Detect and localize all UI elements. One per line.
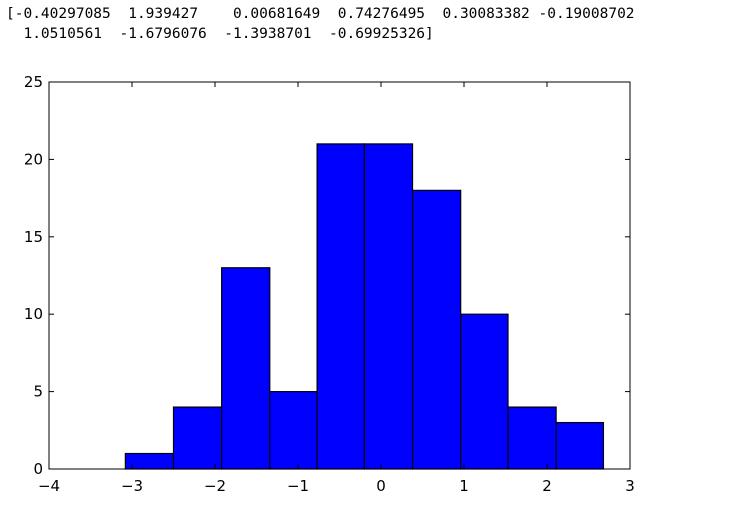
y-tick-label: 5 xyxy=(33,383,43,401)
y-tick-label: 0 xyxy=(33,460,43,478)
array-output-line-1: [-0.40297085 1.939427 0.00681649 0.74276… xyxy=(6,6,635,22)
histogram-bar xyxy=(411,189,462,470)
y-tick-label: 20 xyxy=(24,150,43,168)
histogram-bars xyxy=(124,143,605,470)
x-tick-label: 2 xyxy=(542,477,552,495)
histogram-bar xyxy=(363,143,414,470)
x-tick-label: 0 xyxy=(376,477,386,495)
plot-frame xyxy=(48,81,631,470)
x-axis: −4 −3 −2 −1 0 1 2 3 xyxy=(38,82,635,495)
x-tick-label: −1 xyxy=(287,477,309,495)
histogram-bar xyxy=(460,313,509,470)
y-tick-label: 15 xyxy=(24,228,43,246)
y-tick-label: 25 xyxy=(24,73,43,91)
x-tick-label: 1 xyxy=(459,477,469,495)
y-axis: 0 5 10 15 20 25 xyxy=(24,73,630,478)
x-tick-label: 3 xyxy=(625,477,635,495)
histogram-bar xyxy=(507,406,557,470)
array-output-line-2: 1.0510561 -1.6796076 -1.3938701 -0.69925… xyxy=(6,26,434,42)
histogram-bar xyxy=(221,267,271,470)
x-tick-label: −3 xyxy=(121,477,143,495)
histogram-bar xyxy=(172,406,223,470)
y-tick-label: 10 xyxy=(24,305,43,323)
histogram-bar xyxy=(124,452,175,470)
histogram-bar xyxy=(269,391,318,470)
histogram-bar xyxy=(316,143,365,470)
histogram-bar xyxy=(555,421,605,470)
x-tick-label: −2 xyxy=(204,477,226,495)
x-tick-label: −4 xyxy=(38,477,60,495)
array-output: [-0.40297085 1.939427 0.00681649 0.74276… xyxy=(6,4,635,44)
